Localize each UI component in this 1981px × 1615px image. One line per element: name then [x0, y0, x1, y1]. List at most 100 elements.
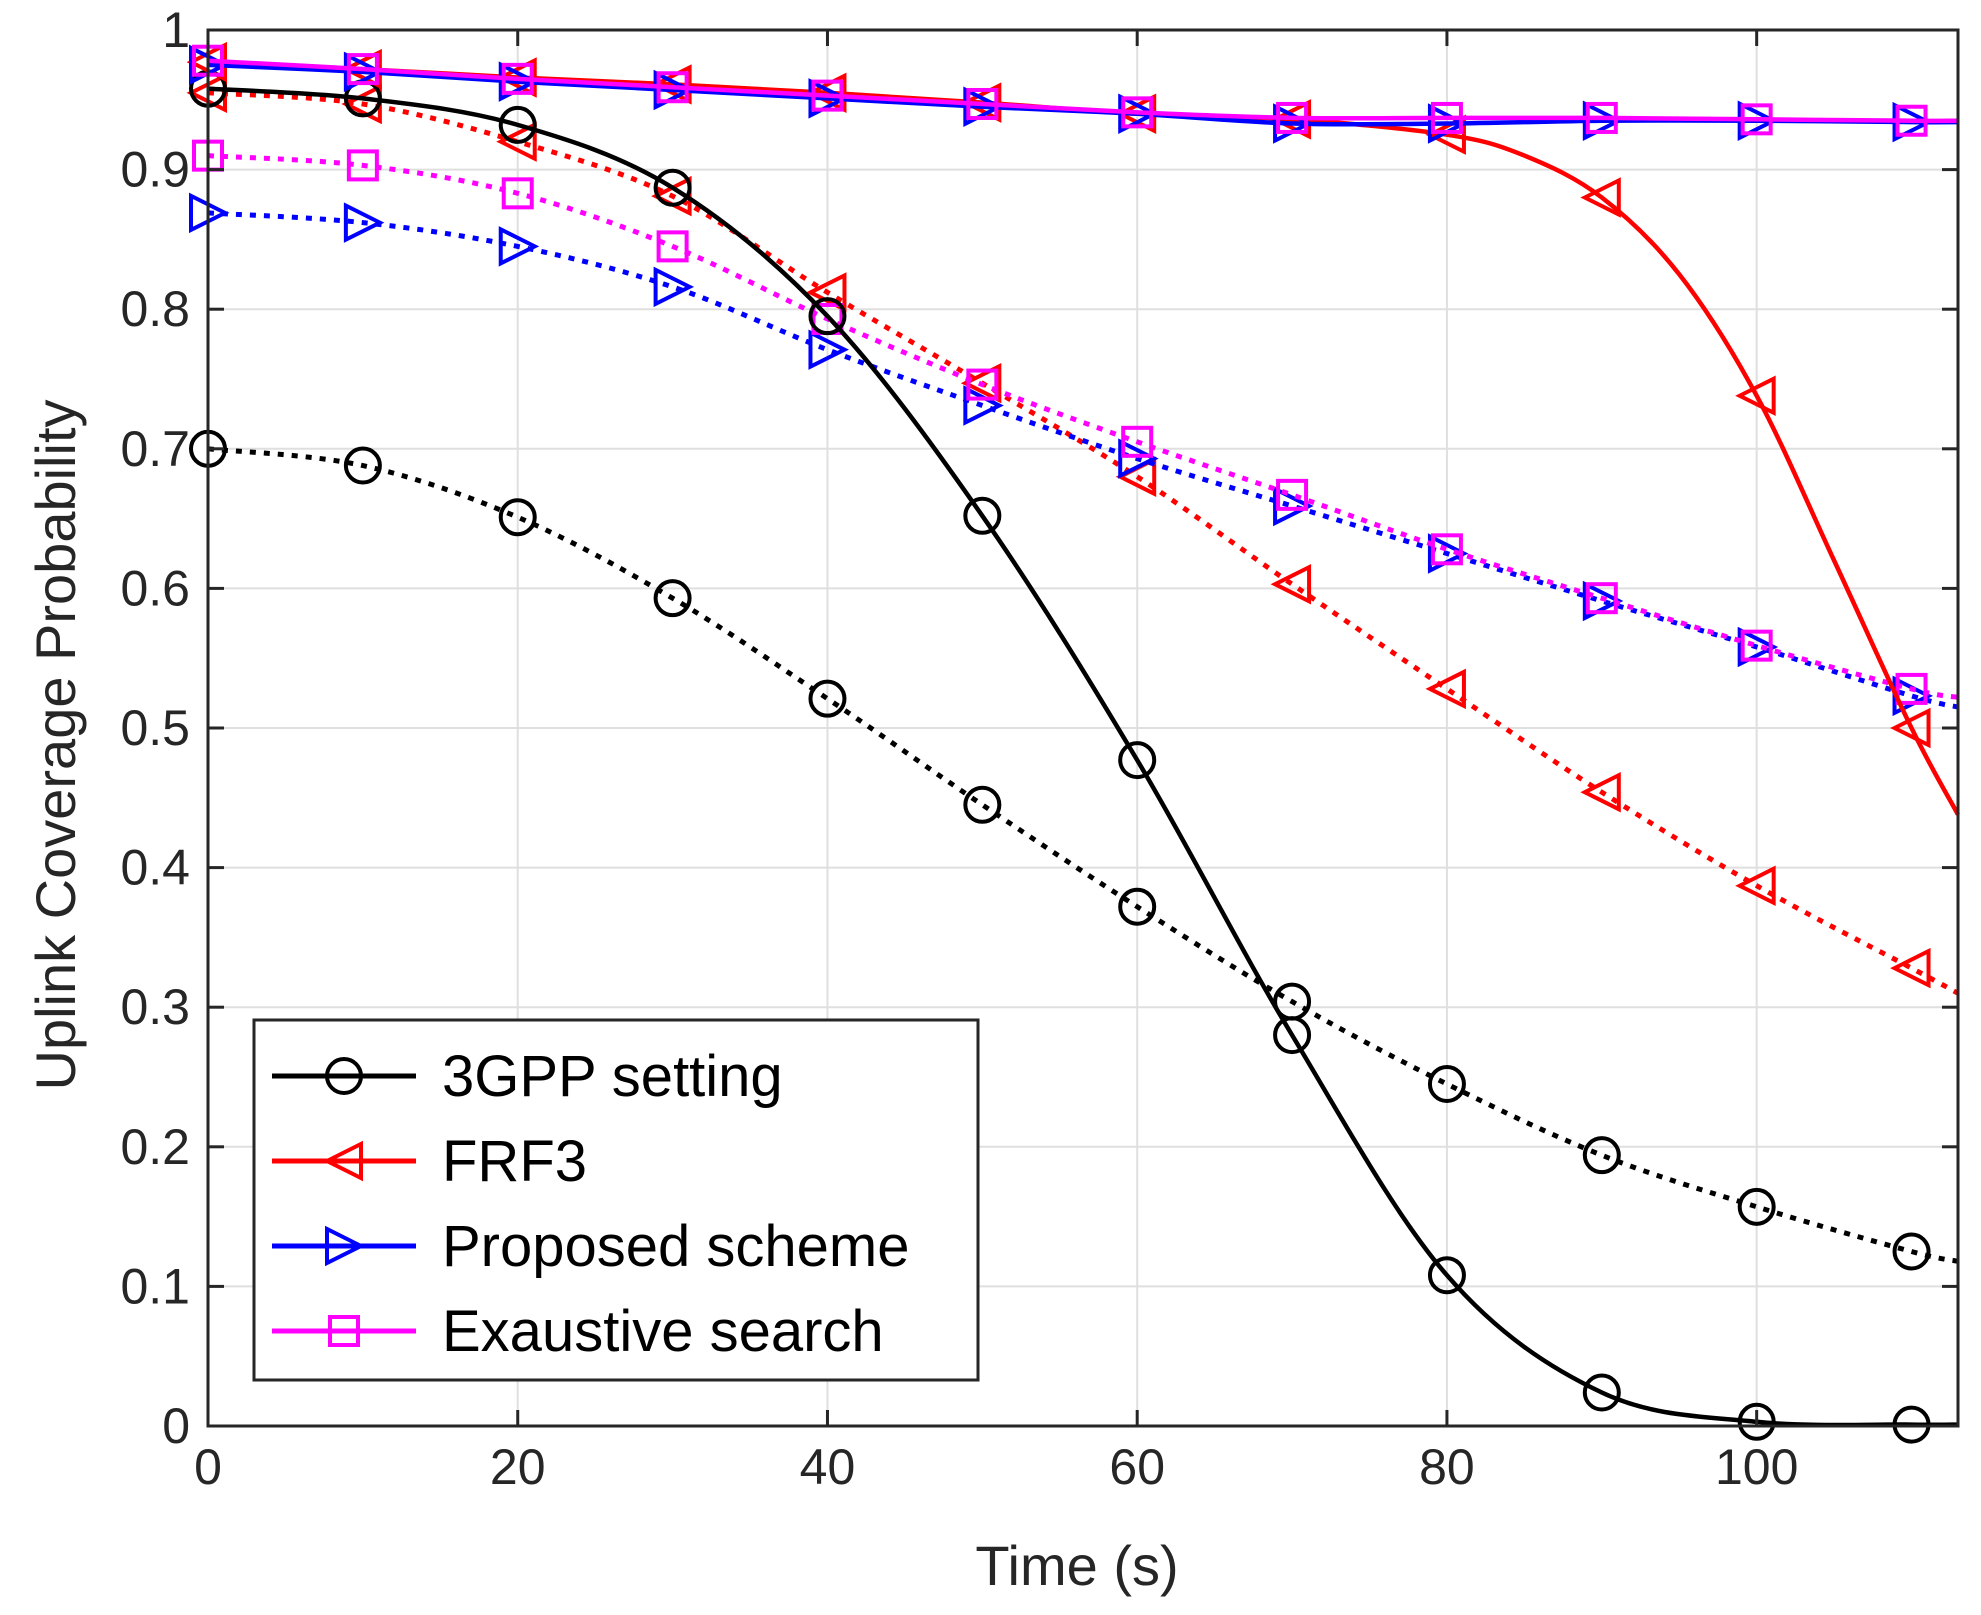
- series-exaustive-search-solid: [192, 44, 1959, 137]
- data-point-marker: [1270, 563, 1312, 605]
- data-point-marker: [1585, 582, 1618, 615]
- legend-swatch-marker: [325, 1225, 366, 1267]
- data-point-marker: [808, 78, 849, 119]
- data-point-marker: [343, 51, 385, 93]
- data-point-marker: [496, 57, 537, 98]
- legend-label: FRF3: [442, 1129, 587, 1194]
- y-tick-label: 0.8: [120, 281, 190, 337]
- x-tick-label: 60: [1109, 1439, 1165, 1495]
- y-tick-label: 0.3: [120, 979, 190, 1035]
- legend-swatch-marker: [328, 1315, 360, 1347]
- data-point-marker: [343, 202, 385, 243]
- y-tick-label: 0.6: [120, 560, 190, 616]
- data-point-marker: [656, 71, 689, 104]
- data-point-marker: [1890, 707, 1931, 749]
- legend-item: Exaustive search: [272, 1299, 884, 1364]
- legend-label: Exaustive search: [442, 1299, 884, 1364]
- y-tick-label: 0.5: [120, 700, 190, 756]
- data-point-marker: [1425, 668, 1466, 710]
- data-point-marker: [963, 86, 1004, 128]
- data-point-marker: [1273, 485, 1314, 527]
- data-point-marker: [1582, 100, 1624, 141]
- legend-box: [252, 1018, 980, 1382]
- data-point-marker: [498, 226, 540, 267]
- data-point-marker: [1890, 947, 1931, 989]
- y-tick-label: 0.9: [120, 142, 190, 198]
- y-tick-label: 0.2: [120, 1119, 190, 1175]
- x-axis-label: Time (s): [975, 1534, 1178, 1597]
- data-point-marker: [1737, 626, 1779, 668]
- data-point-marker: [1737, 1402, 1776, 1441]
- y-tick-label: 0.4: [120, 840, 190, 896]
- data-point-marker: [805, 72, 847, 114]
- x-tick-label: 0: [194, 1439, 222, 1495]
- data-point-marker: [963, 496, 1002, 535]
- data-point-marker: [808, 297, 847, 336]
- data-point-marker: [1276, 478, 1309, 511]
- data-point-marker: [1427, 1256, 1466, 1295]
- data-point-marker: [1892, 1232, 1931, 1271]
- axes: 0 20 40 60 80 100 0 0.1 0.2 0.3 0.4 0.5 0.6 0.7 0.8 0.9…: [120, 2, 1960, 1495]
- legend-label: Proposed scheme: [442, 1214, 909, 1279]
- legend-item: 3GPP setting: [272, 1044, 783, 1109]
- data-point-marker: [1582, 1136, 1621, 1175]
- data-point-marker: [966, 87, 999, 120]
- data-point-marker: [1118, 887, 1157, 926]
- x-tick-label: 40: [800, 1439, 856, 1495]
- x-tick-label: 20: [490, 1439, 546, 1495]
- legend-swatch-marker: [322, 1140, 363, 1182]
- data-point-marker: [1740, 103, 1773, 136]
- data-point-marker: [653, 69, 695, 111]
- data-point-marker: [1895, 672, 1928, 705]
- data-point-marker: [808, 679, 847, 718]
- data-point-marker: [501, 177, 534, 210]
- data-point-marker: [1582, 1373, 1621, 1412]
- data-point-marker: [1740, 629, 1773, 662]
- data-point-marker: [653, 579, 692, 618]
- legend: 3GPP setting FRF3 Proposed scheme Exaustive…: [252, 1018, 980, 1382]
- legend-item: FRF3: [272, 1129, 587, 1194]
- data-point-marker: [1430, 533, 1463, 566]
- data-point-marker: [1276, 101, 1309, 134]
- data-point-marker: [963, 785, 1002, 824]
- x-tick-label: 100: [1715, 1439, 1798, 1495]
- data-point-marker: [501, 62, 534, 95]
- series-line: [207, 153, 1959, 700]
- y-tick-label: 0.7: [120, 421, 190, 477]
- data-point-marker: [1430, 101, 1463, 134]
- data-point-marker: [1427, 1064, 1466, 1103]
- data-point-marker: [811, 79, 844, 112]
- data-point-marker: [1735, 865, 1776, 906]
- data-point-marker: [1121, 425, 1154, 458]
- data-point-marker: [653, 168, 692, 207]
- data-point-marker: [1582, 580, 1624, 622]
- data-point-marker: [1895, 104, 1928, 137]
- data-point-marker: [960, 82, 1002, 123]
- data-point-marker: [656, 230, 689, 263]
- data-point-marker: [651, 64, 692, 105]
- data-point-marker: [1735, 375, 1776, 416]
- legend-swatch-marker: [325, 1057, 363, 1095]
- data-point-marker: [1580, 177, 1621, 218]
- plot-series: [186, 41, 1960, 1444]
- data-point-marker: [346, 149, 379, 182]
- series-line: [207, 58, 1959, 124]
- data-point-marker: [1121, 96, 1154, 129]
- data-point-marker: [1118, 741, 1157, 780]
- data-point-marker: [498, 498, 537, 537]
- series-line: [207, 446, 1959, 1264]
- y-axis-label: Uplink Coverage Probability: [24, 399, 87, 1090]
- y-tick-label: 1: [162, 2, 190, 58]
- x-tick-label: 80: [1419, 1439, 1475, 1495]
- data-point-marker: [1585, 101, 1618, 134]
- data-point-marker: [960, 362, 1002, 404]
- y-tick-label: 0: [162, 1398, 190, 1454]
- legend-item: Proposed scheme: [272, 1214, 909, 1279]
- legend-label: 3GPP setting: [442, 1044, 783, 1109]
- data-point-marker: [498, 105, 537, 144]
- series-line: [207, 210, 1959, 710]
- series-3gpp-setting-dotted: [189, 429, 1959, 1271]
- data-point-marker: [1118, 438, 1159, 479]
- data-point-marker: [966, 368, 999, 401]
